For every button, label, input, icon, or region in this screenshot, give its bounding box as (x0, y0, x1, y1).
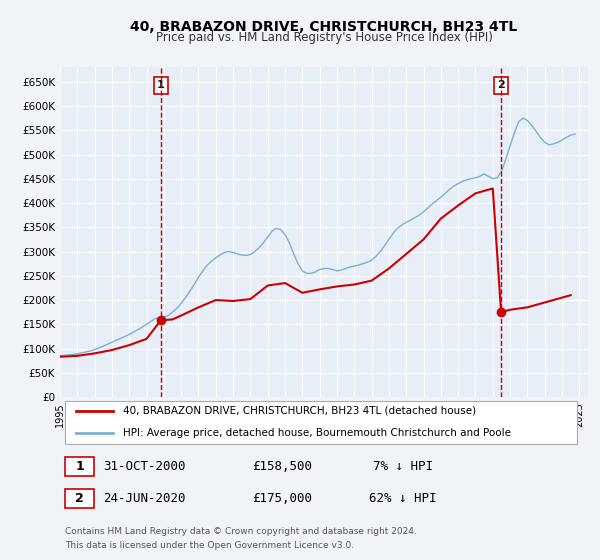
Text: £158,500: £158,500 (252, 460, 312, 473)
Text: 2: 2 (75, 492, 84, 505)
Text: 24-JUN-2020: 24-JUN-2020 (103, 492, 186, 505)
Text: 31-OCT-2000: 31-OCT-2000 (103, 460, 186, 473)
Text: Contains HM Land Registry data © Crown copyright and database right 2024.: Contains HM Land Registry data © Crown c… (65, 526, 417, 535)
Text: This data is licensed under the Open Government Licence v3.0.: This data is licensed under the Open Gov… (65, 542, 355, 550)
Text: 7% ↓ HPI: 7% ↓ HPI (373, 460, 433, 473)
Text: Price paid vs. HM Land Registry's House Price Index (HPI): Price paid vs. HM Land Registry's House … (155, 31, 493, 44)
Text: 1: 1 (157, 81, 165, 90)
FancyBboxPatch shape (65, 489, 94, 508)
Text: 1: 1 (75, 460, 84, 473)
Text: 2: 2 (497, 81, 505, 90)
Text: 40, BRABAZON DRIVE, CHRISTCHURCH, BH23 4TL (detached house): 40, BRABAZON DRIVE, CHRISTCHURCH, BH23 4… (124, 406, 476, 416)
Text: 62% ↓ HPI: 62% ↓ HPI (370, 492, 437, 505)
FancyBboxPatch shape (65, 400, 577, 444)
Text: HPI: Average price, detached house, Bournemouth Christchurch and Poole: HPI: Average price, detached house, Bour… (124, 428, 511, 438)
FancyBboxPatch shape (65, 458, 94, 477)
Text: 40, BRABAZON DRIVE, CHRISTCHURCH, BH23 4TL: 40, BRABAZON DRIVE, CHRISTCHURCH, BH23 4… (130, 20, 518, 34)
Text: £175,000: £175,000 (252, 492, 312, 505)
